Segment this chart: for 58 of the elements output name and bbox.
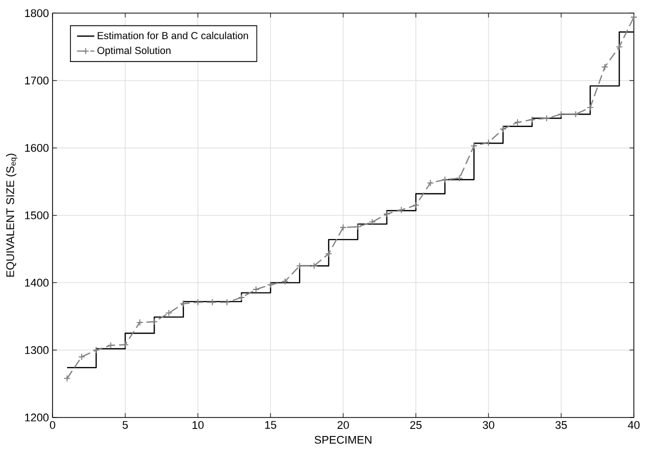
point [543,114,550,122]
x-tick-label: 25 [410,421,422,429]
point [426,179,434,187]
point [340,224,347,232]
x-tick-label: 10 [192,421,204,429]
y-tick-label: 1800 [25,9,49,18]
point [601,64,608,71]
point [107,342,114,349]
point [572,110,580,118]
y-tick-label: 1300 [25,346,49,354]
x-tick-label: 15 [265,421,276,429]
point [238,294,246,302]
point [354,223,362,230]
point [528,116,536,124]
y-axis-title: EQUIVALENT SIZE (S$_{eq}$) [6,154,18,277]
point [514,118,522,126]
point [64,374,71,382]
point [122,341,129,348]
x-tick-label: 0 [50,421,56,429]
point [282,278,289,285]
x-tick-label: 40 [628,421,640,429]
x-tick-label: 35 [555,421,567,429]
point [398,206,405,214]
point [310,262,318,270]
point [136,318,144,326]
point [484,139,492,146]
y-tick-label: 1500 [25,211,49,220]
y-tick-label: 1200 [25,414,49,422]
legend-label: Estimation for B and C calculation [98,32,248,40]
point [92,346,100,354]
point [470,142,478,150]
point [630,14,638,21]
point [368,218,376,226]
point [500,126,507,133]
x-tick-label: 5 [122,421,128,429]
point [78,353,86,360]
point [383,210,390,218]
point [456,174,463,182]
legend-label: Optimal Solution [97,46,170,56]
point [150,318,158,326]
x-tick-label: 30 [482,421,494,429]
y-tick-label: 1600 [25,144,49,152]
point [616,43,623,50]
point [586,104,594,112]
point [194,298,202,306]
point [267,281,274,288]
point [325,250,332,258]
x-axis-title: SPECIMEN [314,436,372,444]
point [180,300,187,308]
point [208,298,216,306]
point [412,202,420,209]
y-tick-label: 1400 [25,278,49,287]
point [558,110,565,118]
x-tick-label: 20 [338,421,349,429]
point [165,310,172,317]
y-tick-label: 1700 [25,76,49,85]
point [223,298,230,306]
point [441,176,448,184]
